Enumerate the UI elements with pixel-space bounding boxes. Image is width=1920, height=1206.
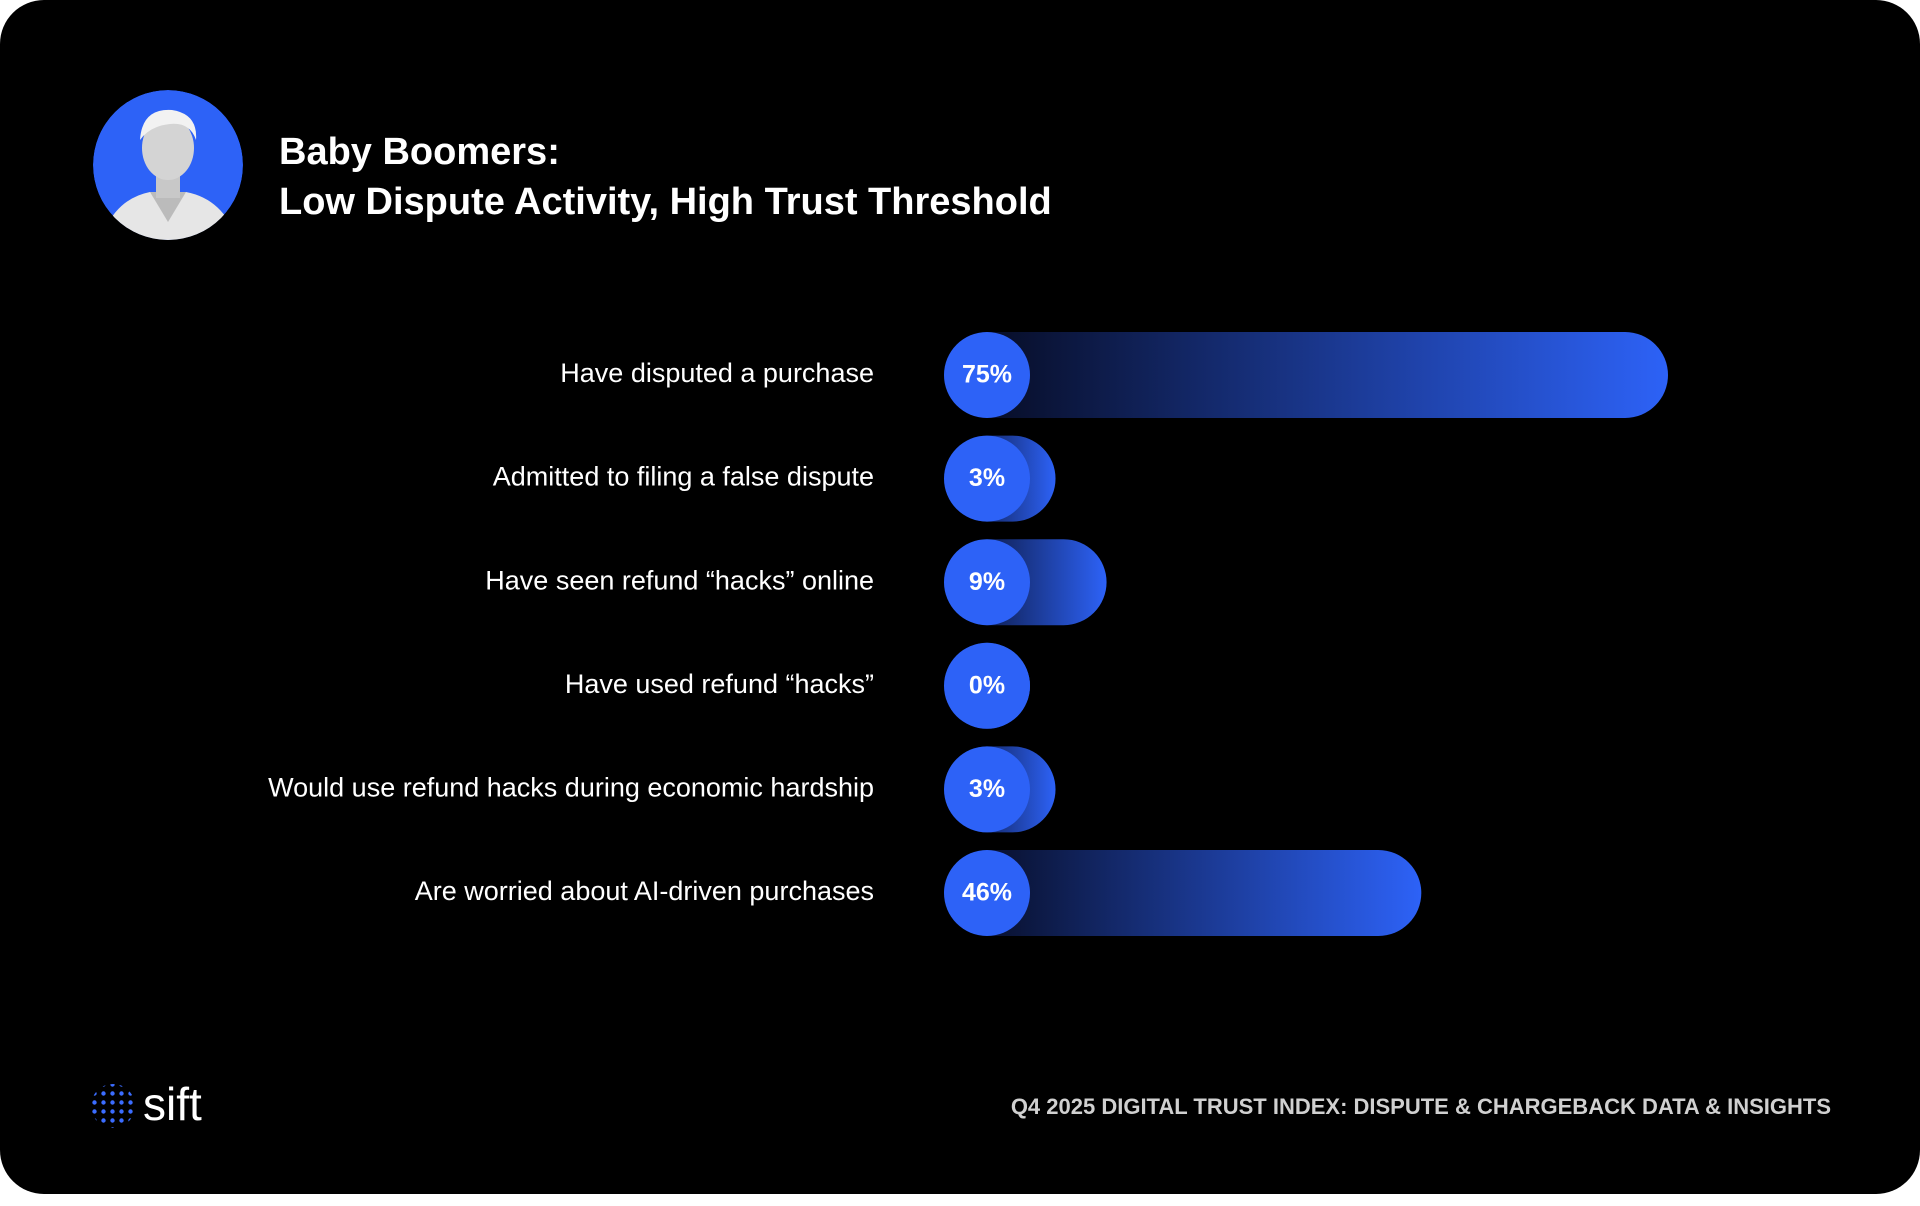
value-label: 75% [962,361,1012,389]
chart-title: Baby Boomers: [279,131,560,173]
category-label: Have seen refund “hacks” online [485,565,874,595]
value-badge [944,642,1030,729]
category-label: Have disputed a purchase [560,358,874,388]
value-label: 0% [969,671,1005,699]
value-label: 3% [969,464,1005,492]
value-badge [944,332,1030,418]
value-label: 9% [969,568,1005,596]
value-badge [944,850,1030,936]
value-badge [944,746,1030,833]
chart-subtitle: Low Dispute Activity, High Trust Thresho… [279,181,1052,223]
logo-text: sift [143,1078,202,1130]
category-label: Admitted to filing a false dispute [493,462,874,492]
footer-caption: Q4 2025 DIGITAL TRUST INDEX: DISPUTE & C… [1011,1094,1831,1119]
logo: sift [91,1078,202,1130]
category-label: Would use refund hacks during economic h… [268,773,874,803]
value-label: 3% [969,775,1005,803]
value-badge [944,539,1030,626]
value-label: 46% [962,879,1012,907]
bar [944,332,1668,418]
category-label: Have used refund “hacks” [565,669,874,699]
logo-icon [91,1084,135,1128]
category-label: Are worried about AI-driven purchases [415,876,874,906]
value-badge [944,435,1030,522]
bar [944,850,1422,936]
